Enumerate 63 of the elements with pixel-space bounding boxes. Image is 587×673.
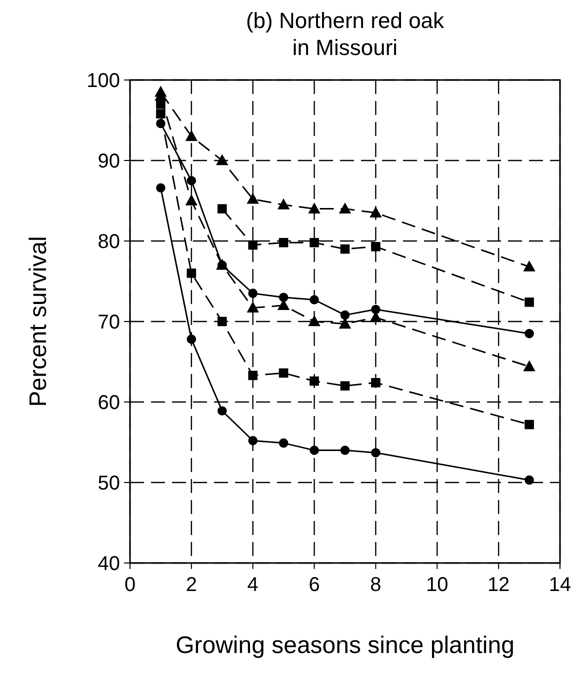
- point: [247, 193, 259, 204]
- point: [248, 436, 258, 446]
- chart-title: (b) Northern red oak in Missouri: [246, 8, 446, 60]
- point: [278, 438, 288, 448]
- point: [186, 334, 196, 344]
- point: [524, 360, 535, 372]
- y-tick-label: 70: [98, 312, 120, 334]
- point: [186, 130, 198, 141]
- point: [371, 378, 380, 388]
- point: [340, 244, 350, 254]
- point: [248, 288, 258, 298]
- point: [278, 368, 288, 378]
- point: [186, 176, 196, 186]
- y-tick-label: 50: [98, 472, 120, 494]
- x-tick-label: 6: [308, 574, 320, 596]
- point: [278, 292, 288, 302]
- point: [339, 318, 351, 329]
- point: [340, 381, 350, 391]
- point: [371, 242, 380, 252]
- point: [186, 195, 198, 206]
- x-tick-label: 2: [186, 574, 197, 596]
- point: [216, 154, 228, 166]
- y-tick-label: 100: [86, 70, 120, 92]
- point: [524, 475, 534, 485]
- x-tick-label: 10: [426, 574, 448, 596]
- point: [217, 204, 227, 214]
- point: [370, 207, 382, 218]
- point: [371, 304, 380, 314]
- point: [524, 261, 535, 272]
- point: [310, 295, 319, 304]
- point: [340, 310, 350, 320]
- x-tick-label: 14: [548, 574, 572, 596]
- point: [339, 203, 351, 214]
- x-axis-title: Growing seasons since planting: [176, 632, 514, 659]
- point: [248, 370, 258, 380]
- point: [247, 302, 259, 312]
- point: [340, 446, 350, 455]
- point: [310, 446, 319, 455]
- y-tick-label: 80: [98, 231, 120, 253]
- point: [278, 238, 288, 248]
- point: [524, 328, 534, 338]
- point: [217, 316, 227, 326]
- point: [371, 448, 380, 458]
- y-tick-label: 90: [98, 150, 120, 172]
- point: [156, 183, 166, 193]
- point: [248, 240, 258, 250]
- point: [308, 203, 320, 214]
- point: [524, 298, 534, 307]
- point: [310, 238, 319, 248]
- point: [156, 109, 166, 118]
- y-tick-label: 40: [98, 553, 120, 575]
- point: [524, 420, 534, 430]
- point: [308, 316, 320, 326]
- x-tick-label: 0: [124, 574, 136, 596]
- y-axis-title: Percent survival: [25, 236, 52, 407]
- y-tick-label: 60: [98, 392, 120, 414]
- point: [310, 376, 319, 386]
- x-tick-label: 4: [247, 574, 258, 596]
- point: [217, 406, 227, 416]
- point: [186, 268, 196, 278]
- x-tick-label: 8: [370, 574, 382, 596]
- x-tick-label: 12: [487, 574, 510, 596]
- point: [278, 199, 290, 210]
